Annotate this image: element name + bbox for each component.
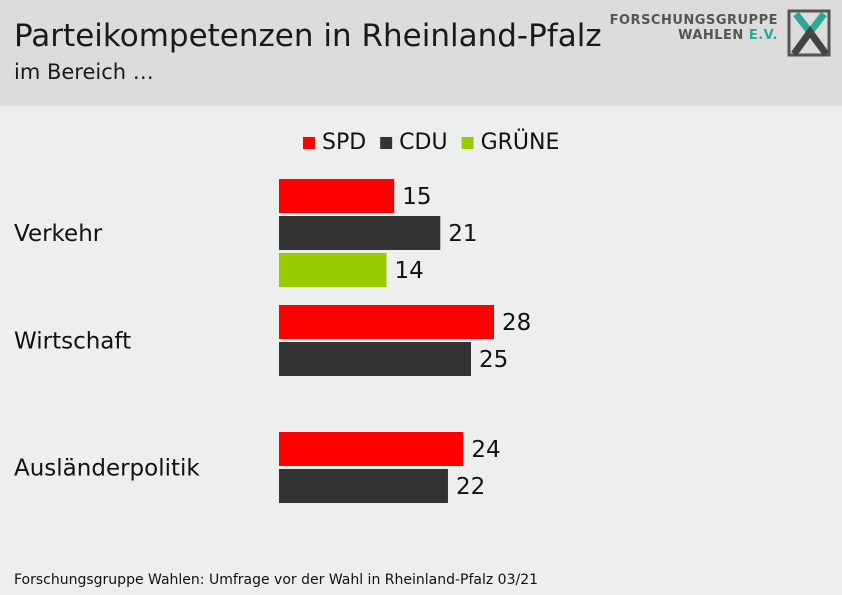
bar-spd-1 — [279, 305, 495, 339]
legend-swatch-spd — [303, 137, 315, 149]
chart-bars — [279, 179, 495, 503]
value-label-spd-0: 15 — [402, 184, 431, 210]
value-label-spd-2: 24 — [471, 437, 500, 463]
logo-line-2: WAHLEN — [678, 28, 744, 43]
bar-spd-2 — [279, 432, 464, 466]
page-subtitle: im Bereich … — [14, 60, 154, 84]
logo: FORSCHUNGSGRUPPE WAHLEN E.V. — [610, 6, 834, 58]
fgw-x-logo-icon — [787, 9, 831, 57]
legend-label-spd: SPD — [322, 130, 366, 155]
source-note: Forschungsgruppe Wahlen: Umfrage vor der… — [14, 572, 539, 588]
logo-line-2-suffix: E.V. — [748, 28, 778, 43]
logo-line-1: FORSCHUNGSGRUPPE — [609, 13, 778, 28]
bar-cdu-2 — [279, 469, 448, 503]
header-bar: Parteikompetenzen in Rheinland-Pfalz im … — [0, 0, 842, 106]
category-label-1: Wirtschaft — [14, 329, 131, 355]
bar-cdu-0 — [279, 216, 441, 250]
value-label-cdu-1: 25 — [479, 347, 508, 373]
value-label-spd-1: 28 — [502, 310, 531, 336]
bar-grüne-0 — [279, 253, 387, 287]
value-label-cdu-0: 21 — [448, 221, 477, 247]
bar-cdu-1 — [279, 342, 471, 376]
legend-swatch-cdu — [380, 137, 393, 149]
value-label-cdu-2: 22 — [456, 474, 485, 500]
bar-chart: SPD CDU GRÜNE Verkehr Wirtschaft Ausländerpo… — [14, 129, 559, 503]
value-label-grüne-0: 14 — [395, 258, 424, 284]
category-label-0: Verkehr — [14, 221, 103, 247]
bar-spd-0 — [279, 179, 395, 213]
value-labels: 15 21 14 28 25 24 22 — [395, 184, 532, 500]
logo-text: FORSCHUNGSGRUPPE WAHLEN E.V. — [610, 13, 778, 43]
legend-swatch-grüne — [461, 137, 474, 149]
legend-label-cdu: CDU — [399, 130, 447, 155]
page-title: Parteikompetenzen in Rheinland-Pfalz — [14, 18, 602, 54]
legend-label-grüne: GRÜNE — [481, 129, 560, 155]
category-label-2: Ausländerpolitik — [14, 456, 200, 482]
category-labels: Verkehr Wirtschaft Ausländerpolitik — [14, 221, 200, 482]
chart-legend: SPD CDU GRÜNE — [303, 129, 559, 155]
